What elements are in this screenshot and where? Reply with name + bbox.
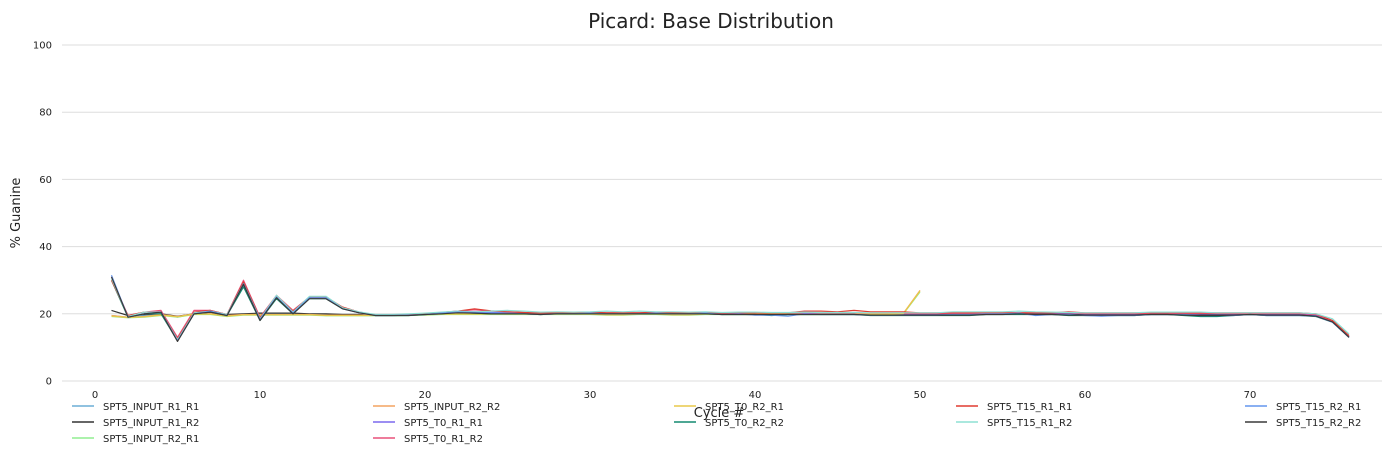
series-line [111,312,1350,337]
legend-label: SPT5_T15_R2_R2 [1276,418,1361,429]
legend: SPT5_INPUT_R1_R1 SPT5_INPUT_R1_R2 SPT5_INP… [72,402,1361,445]
legend-label: SPT5_T0_R2_R1 [705,402,784,413]
legend-label: SPT5_T15_R1_R2 [987,418,1072,429]
legend-label: SPT5_T15_R2_R1 [1276,402,1361,413]
y-tick-label: 0 [46,377,52,388]
x-tick-label: 40 [749,390,762,401]
y-tick-label: 80 [39,108,52,119]
x-tick-label: 10 [254,390,267,401]
x-tick-label: 20 [419,390,432,401]
x-tick-label: 50 [914,390,927,401]
x-axis-label: Cycle # [694,406,745,421]
legend-label: SPT5_T0_R2_R2 [705,418,784,429]
legend-label: SPT5_INPUT_R1_R2 [103,418,199,429]
legend-label: SPT5_INPUT_R2_R1 [103,434,199,445]
legend-label: SPT5_INPUT_R1_R1 [103,402,199,413]
series-line [110,276,1350,342]
gridlines [62,44,1382,382]
y-tick-label: 60 [39,175,52,186]
x-tick-label: 70 [1244,390,1257,401]
legend-label: SPT5_INPUT_R2_R2 [404,402,500,413]
legend-label: SPT5_T0_R1_R1 [404,418,483,429]
y-tick-label: 100 [33,41,52,52]
x-axis-ticks: 0 10 20 30 40 50 60 70 [92,390,1257,401]
x-tick-label: 30 [584,390,597,401]
y-axis-label: % Guanine [9,178,24,249]
series-line [110,278,1350,341]
y-tick-label: 40 [39,242,52,253]
legend-label: SPT5_T0_R1_R2 [404,434,483,445]
y-tick-label: 20 [39,309,52,320]
chart-title: Picard: Base Distribution [588,9,834,33]
x-tick-label: 60 [1079,390,1092,401]
x-tick-label: 0 [92,390,98,401]
legend-label: SPT5_T15_R1_R1 [987,402,1072,413]
y-axis-ticks: 0 20 40 60 80 100 [33,41,52,388]
series-lines [110,274,1350,342]
